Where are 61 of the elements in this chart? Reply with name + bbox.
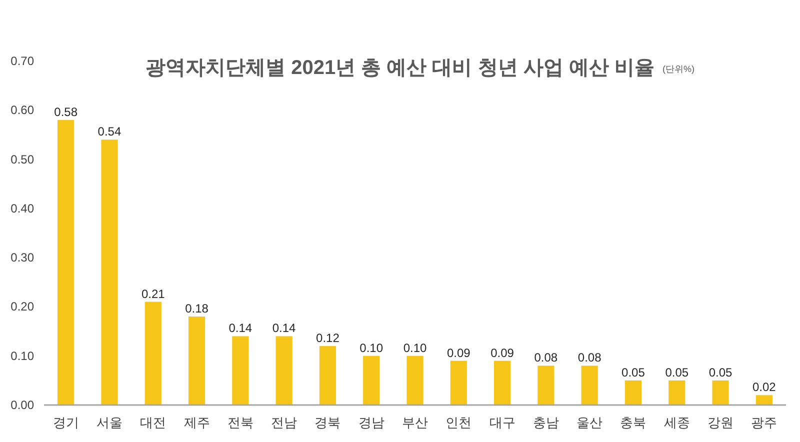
data-label: 0.08 <box>534 350 558 365</box>
data-label: 0.09 <box>446 346 471 360</box>
x-tick-label: 세종 <box>664 415 690 430</box>
data-label: 0.14 <box>228 321 252 336</box>
data-label: 0.21 <box>141 286 166 301</box>
data-label: 0.10 <box>360 340 384 355</box>
x-tick-label: 강원 <box>708 415 734 430</box>
data-label: 0.54 <box>98 124 122 139</box>
bar <box>406 356 424 405</box>
data-label: 0.05 <box>622 365 646 380</box>
bar <box>58 120 74 405</box>
bar <box>712 380 729 405</box>
y-tick-label: 0.00 <box>10 398 34 412</box>
data-label: 0.18 <box>185 302 209 316</box>
chart-title: 광역자치단체별 2021년 총 예산 대비 청년 사업 예산 비율 <box>146 57 654 79</box>
data-label: 0.05 <box>708 365 733 380</box>
x-tick-label: 충남 <box>532 415 559 430</box>
bar <box>232 336 249 405</box>
y-tick-label: 0.60 <box>10 103 34 118</box>
x-tick-label: 울산 <box>576 415 603 430</box>
bar <box>494 360 511 405</box>
data-label: 0.08 <box>578 350 602 365</box>
y-tick-label: 0.50 <box>10 152 34 166</box>
data-label: 0.12 <box>316 331 340 346</box>
x-tick-label: 광주 <box>751 415 778 430</box>
bar <box>624 380 642 405</box>
y-tick-label: 0.10 <box>10 348 34 363</box>
data-label: 0.02 <box>752 380 776 394</box>
bar <box>538 366 554 405</box>
x-tick-label: 서울 <box>96 415 122 430</box>
bar <box>450 360 467 405</box>
bar <box>144 302 162 405</box>
x-tick-label: 경기 <box>52 415 79 430</box>
x-tick-label: 부산 <box>402 415 428 430</box>
data-label: 0.14 <box>272 321 296 336</box>
bar <box>276 336 292 405</box>
y-tick-label: 0.70 <box>10 54 34 68</box>
bar <box>363 356 380 405</box>
x-tick-label: 인천 <box>446 415 472 430</box>
data-label: 0.10 <box>403 340 427 355</box>
x-tick-label: 충북 <box>620 415 646 430</box>
x-tick-label: 전북 <box>227 415 254 430</box>
bar <box>756 395 772 405</box>
x-tick-label: 전남 <box>271 415 298 430</box>
bar <box>101 140 118 405</box>
chart-subtitle: (단위%) <box>662 64 694 74</box>
x-tick-label: 대전 <box>140 415 166 430</box>
data-label: 0.09 <box>490 346 514 360</box>
y-tick-label: 0.30 <box>10 250 34 265</box>
y-tick-label: 0.40 <box>10 201 34 216</box>
bar <box>319 346 336 405</box>
data-label: 0.05 <box>665 365 689 380</box>
x-tick-label: 경남 <box>358 415 384 430</box>
bar <box>188 316 206 405</box>
x-tick-label: 경북 <box>314 415 341 430</box>
y-tick-label: 0.20 <box>10 300 34 314</box>
x-tick-label: 대구 <box>489 415 516 430</box>
x-tick-label: 제주 <box>184 415 210 430</box>
data-label: 0.58 <box>54 104 78 119</box>
bar <box>581 366 598 405</box>
bar <box>668 380 686 405</box>
